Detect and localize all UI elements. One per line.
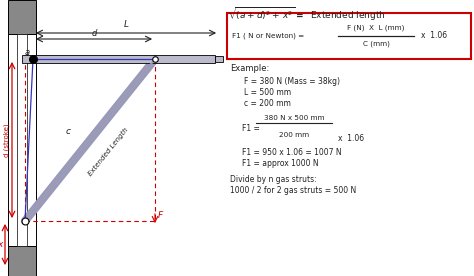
Text: $\sqrt{(a+d)^2+\,x^2}$$\mathbf{=}$  Extended length: $\sqrt{(a+d)^2+\,x^2}$$\mathbf{=}$ Exten…: [228, 5, 386, 23]
Text: x  1.06: x 1.06: [421, 31, 447, 41]
Text: F1 =: F1 =: [242, 124, 260, 133]
Bar: [8, 0, 36, 34]
Text: F (N)  X  L (mm): F (N) X L (mm): [347, 25, 405, 31]
Text: F1 ( N or Newton) =: F1 ( N or Newton) =: [232, 33, 304, 39]
Text: d (stroke): d (stroke): [3, 123, 10, 157]
Bar: [215, 56, 223, 62]
Text: d: d: [91, 29, 97, 38]
Text: 1000 / 2 for 2 gas struts = 500 N: 1000 / 2 for 2 gas struts = 500 N: [230, 186, 356, 195]
Text: F1 = approx 1000 N: F1 = approx 1000 N: [242, 159, 319, 168]
Text: Example:: Example:: [230, 64, 269, 73]
Text: x: x: [0, 240, 3, 249]
Text: a: a: [25, 48, 30, 57]
Text: L = 500 mm: L = 500 mm: [244, 88, 291, 97]
Text: F: F: [158, 211, 163, 221]
Text: C (mm): C (mm): [363, 41, 390, 47]
Text: x  1.06: x 1.06: [338, 134, 364, 143]
Bar: [8, 246, 36, 276]
Text: 380 N x 500 mm: 380 N x 500 mm: [264, 115, 324, 121]
Text: F = 380 N (Mass = 38kg): F = 380 N (Mass = 38kg): [244, 77, 340, 86]
Bar: [17, 34, 27, 246]
Bar: [8, 34, 36, 246]
Text: c = 200 mm: c = 200 mm: [244, 99, 291, 108]
FancyBboxPatch shape: [227, 13, 471, 59]
Text: 200 mm: 200 mm: [279, 132, 309, 138]
Text: Extended Length: Extended Length: [87, 127, 129, 177]
Text: L: L: [124, 20, 128, 29]
Text: Divide by n gas struts:: Divide by n gas struts:: [230, 175, 317, 184]
Bar: [22, 55, 215, 63]
Text: c: c: [65, 128, 71, 137]
Text: F1 = 950 x 1.06 = 1007 N: F1 = 950 x 1.06 = 1007 N: [242, 148, 342, 157]
